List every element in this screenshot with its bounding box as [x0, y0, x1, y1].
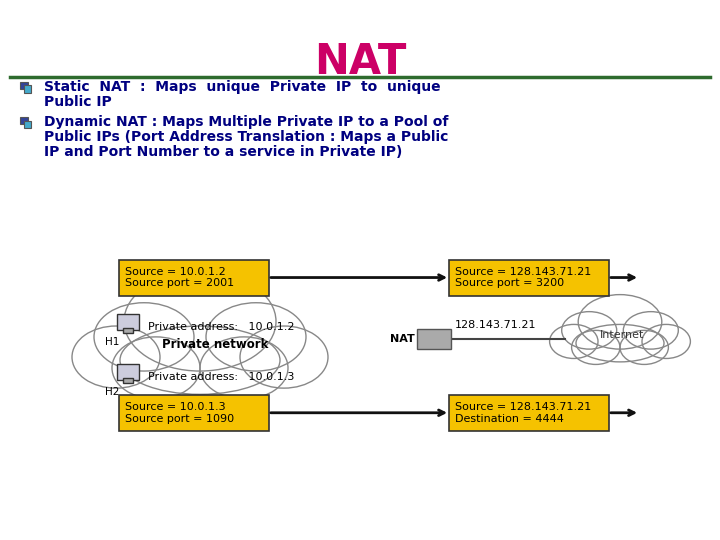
Ellipse shape: [620, 330, 668, 365]
Text: Private network: Private network: [162, 338, 269, 351]
Text: Source = 128.143.71.21
Source port = 3200: Source = 128.143.71.21 Source port = 320…: [455, 267, 591, 288]
Ellipse shape: [94, 303, 194, 371]
Text: Source = 10.0.1.3
Source port = 1090: Source = 10.0.1.3 Source port = 1090: [125, 402, 234, 423]
Text: NAT: NAT: [390, 334, 415, 343]
Ellipse shape: [572, 330, 620, 365]
Ellipse shape: [72, 326, 160, 388]
Ellipse shape: [120, 326, 280, 394]
FancyBboxPatch shape: [123, 328, 133, 333]
FancyBboxPatch shape: [117, 363, 139, 380]
Text: Public IP: Public IP: [44, 95, 112, 109]
Ellipse shape: [578, 295, 662, 349]
Ellipse shape: [549, 325, 598, 359]
FancyBboxPatch shape: [24, 120, 31, 128]
Ellipse shape: [112, 337, 200, 399]
FancyBboxPatch shape: [24, 85, 31, 93]
Ellipse shape: [124, 272, 276, 371]
Text: 128.143.71.21: 128.143.71.21: [455, 320, 536, 329]
FancyBboxPatch shape: [117, 314, 139, 329]
FancyBboxPatch shape: [119, 260, 269, 295]
Text: Natting: Natting: [9, 12, 74, 27]
Ellipse shape: [642, 325, 690, 359]
Text: Source = 10.0.1.2
Source port = 2001: Source = 10.0.1.2 Source port = 2001: [125, 267, 234, 288]
Ellipse shape: [240, 326, 328, 388]
Ellipse shape: [624, 312, 678, 349]
FancyBboxPatch shape: [449, 260, 609, 295]
Text: Static  NAT  :  Maps  unique  Private  IP  to  unique: Static NAT : Maps unique Private IP to u…: [44, 80, 441, 94]
Ellipse shape: [206, 303, 306, 371]
Text: Private address:   10.0.1.2: Private address: 10.0.1.2: [148, 322, 294, 332]
Text: Private address:   10.0.1.3: Private address: 10.0.1.3: [148, 372, 294, 382]
FancyBboxPatch shape: [119, 395, 269, 431]
Text: Public IPs (Port Address Translation : Maps a Public: Public IPs (Port Address Translation : M…: [44, 130, 449, 144]
FancyBboxPatch shape: [123, 377, 133, 383]
Ellipse shape: [576, 325, 664, 362]
Text: Source = 128.143.71.21
Destination = 4444: Source = 128.143.71.21 Destination = 444…: [455, 402, 591, 423]
Text: H1: H1: [105, 336, 120, 347]
Text: IP and Port Number to a service in Private IP): IP and Port Number to a service in Priva…: [44, 145, 402, 159]
Text: NAT: NAT: [314, 41, 406, 83]
FancyBboxPatch shape: [20, 117, 27, 124]
Text: Dynamic NAT : Maps Multiple Private IP to a Pool of: Dynamic NAT : Maps Multiple Private IP t…: [44, 115, 449, 129]
Ellipse shape: [200, 337, 288, 399]
Ellipse shape: [562, 312, 617, 349]
FancyBboxPatch shape: [449, 395, 609, 431]
FancyBboxPatch shape: [20, 82, 27, 89]
Text: Internet: Internet: [600, 329, 644, 340]
FancyBboxPatch shape: [417, 329, 451, 349]
Text: H2: H2: [105, 387, 120, 397]
